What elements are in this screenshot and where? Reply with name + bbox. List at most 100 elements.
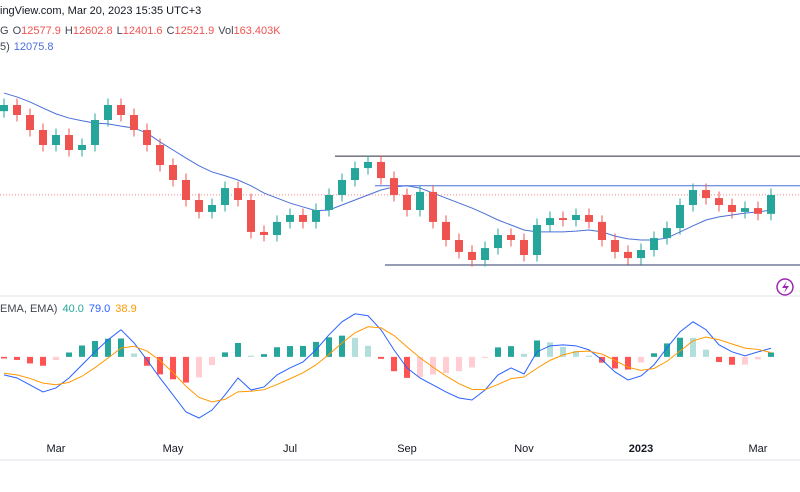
candle-body: [689, 190, 697, 205]
header-ohlc: G O12577.9 H12602.8 L12401.6 C12521.9 Vol163.…: [0, 25, 281, 37]
candle-body: [416, 191, 424, 210]
macd-histogram-bar: [92, 341, 98, 357]
macd-histogram-bar: [690, 337, 696, 357]
candle-body: [78, 145, 86, 150]
candle-body: [130, 115, 138, 130]
macd-histogram-bar: [560, 346, 566, 357]
candle-body: [65, 135, 73, 150]
candle-body: [377, 161, 385, 179]
candle-body: [247, 200, 255, 232]
macd-histogram-bar: [547, 342, 553, 357]
macd-histogram-bar: [677, 337, 683, 357]
macd-histogram-bar: [40, 356, 46, 366]
candle-body: [585, 215, 593, 222]
macd-histogram-bar: [170, 356, 176, 380]
x-tick-label: Sep: [397, 443, 417, 455]
candle-body: [533, 225, 541, 255]
candle-body: [117, 105, 125, 115]
candle-body: [507, 235, 515, 240]
macd-histogram-bar: [638, 356, 644, 363]
candle-body: [481, 248, 489, 260]
macd-histogram-bar: [768, 352, 774, 357]
candle-body: [91, 120, 99, 145]
macd-histogram-bar: [495, 347, 501, 357]
macd-histogram-bar: [339, 335, 345, 357]
candle-body: [39, 130, 47, 145]
ohlc-value: 12521.9: [174, 25, 214, 37]
macd-readout: 79.0: [89, 303, 110, 315]
macd-header: EMA, EMA) 40.0 79.0 38.9: [0, 303, 137, 315]
macd-histogram-bar: [469, 356, 475, 368]
x-tick-label: May: [163, 443, 184, 455]
candle-body: [52, 135, 60, 145]
candle-body: [390, 178, 398, 195]
macd-histogram-bar: [1, 356, 7, 359]
ma-label: 5): [0, 41, 10, 53]
signal-line: [3, 326, 772, 403]
macd-histogram-bar: [716, 356, 722, 363]
candle-body: [403, 195, 411, 210]
macd-histogram-bar: [664, 343, 670, 357]
header-ma: 5) 12075.8: [0, 41, 54, 53]
candle-body: [455, 240, 463, 252]
candle-body: [676, 205, 684, 229]
macd-histogram-bar: [443, 356, 449, 373]
header-source: ingView.com, Mar 20, 2023 15:35 UTC+3: [0, 5, 201, 17]
macd-histogram-bar: [27, 356, 33, 364]
candle-body: [715, 198, 723, 205]
macd-histogram-bar: [235, 342, 241, 357]
macd-histogram-bar: [378, 356, 384, 359]
candle-body: [741, 208, 749, 212]
macd-histogram-bar: [651, 353, 657, 357]
candle-body: [0, 105, 8, 112]
candle-body: [624, 251, 632, 259]
candle-body: [364, 161, 372, 169]
candle-body: [637, 250, 645, 259]
symbol: G: [0, 25, 9, 37]
macd-histogram-bar: [274, 347, 280, 357]
ohlc-key: L: [117, 25, 123, 37]
macd-histogram-bar: [66, 352, 72, 357]
candle-body: [299, 215, 307, 222]
macd-histogram-bar: [157, 356, 163, 375]
candle-body: [312, 210, 320, 222]
ohlc-key: H: [65, 25, 73, 37]
candle-body: [754, 208, 762, 214]
candle-body: [13, 105, 21, 115]
macd-readout: 40.0: [62, 303, 83, 315]
candle-body: [442, 221, 450, 240]
candle-body: [572, 215, 580, 220]
x-tick-label: Mar: [47, 443, 66, 455]
macd-histogram-bar: [456, 356, 462, 372]
candle-body: [702, 190, 710, 199]
candle-body: [104, 105, 112, 120]
macd-histogram-bar: [742, 356, 748, 365]
macd-histogram-bar: [300, 345, 306, 357]
macd-histogram-bar: [482, 356, 488, 358]
candle-body: [429, 191, 437, 222]
ohlc-value: 12401.6: [123, 25, 163, 37]
candle-body: [546, 218, 554, 225]
macd-histogram-bar: [352, 337, 358, 357]
macd-readout: 38.9: [115, 303, 136, 315]
candle-body: [286, 215, 294, 222]
candle-body: [273, 221, 281, 235]
macd-histogram-bar: [521, 353, 527, 357]
macd-histogram-bar: [508, 346, 514, 357]
ohlc-key: Vol: [218, 25, 233, 37]
candle-body: [663, 228, 671, 239]
candle-body: [325, 195, 333, 210]
macd-histogram-bar: [248, 355, 254, 357]
ohlc-value: 163.403K: [234, 25, 282, 37]
candle-body: [767, 195, 775, 214]
candle-body: [182, 180, 190, 200]
macd-histogram-bar: [287, 346, 293, 357]
macd-label: EMA, EMA): [0, 303, 57, 315]
macd-histogram-bar: [586, 355, 592, 357]
candle-body: [468, 251, 476, 260]
ohlc-key: C: [167, 25, 175, 37]
macd-histogram-bar: [573, 350, 579, 357]
candle-body: [559, 218, 567, 220]
